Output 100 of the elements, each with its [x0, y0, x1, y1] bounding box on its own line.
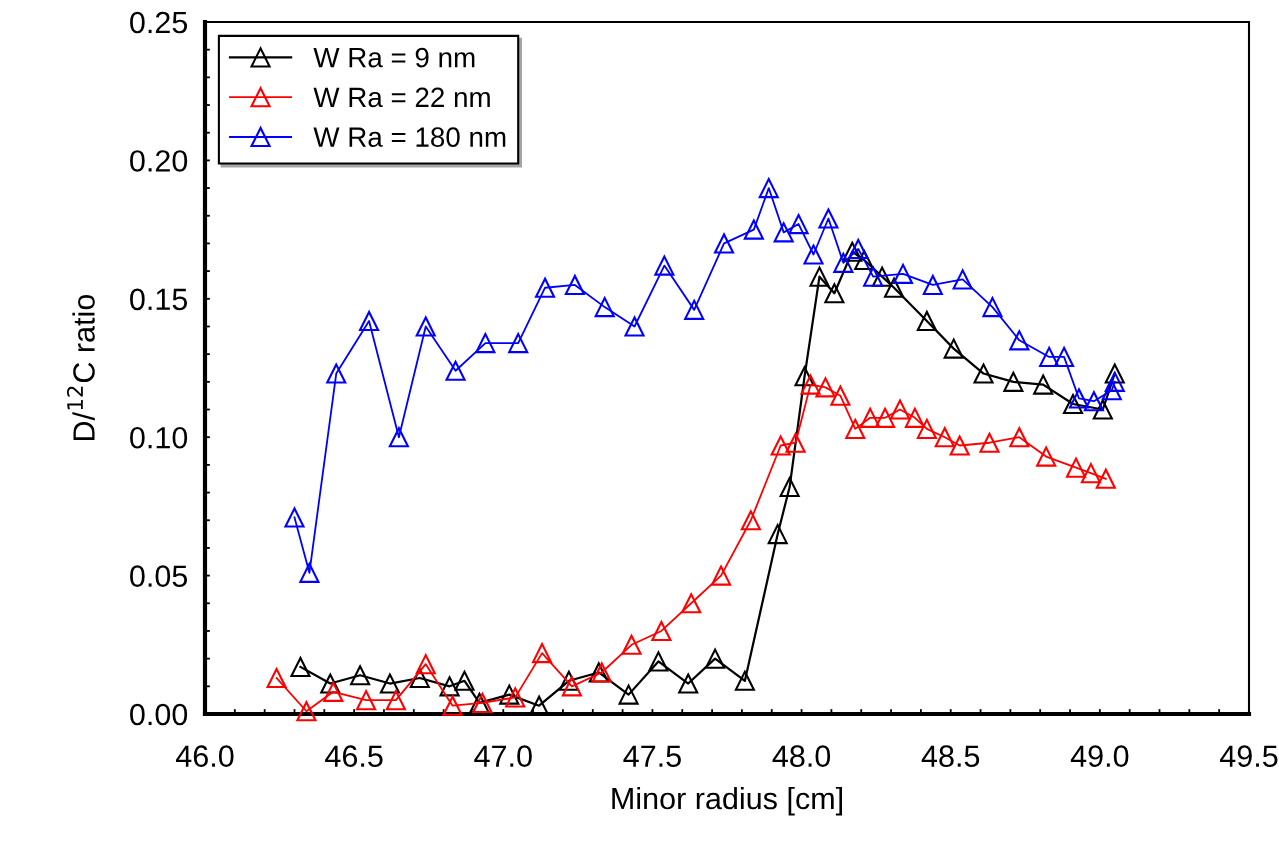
- point: [883, 277, 905, 298]
- point: [767, 524, 788, 545]
- point: [952, 269, 973, 290]
- y-tick-label: 0.15: [130, 288, 188, 311]
- point: [1053, 346, 1075, 367]
- point: [705, 648, 726, 669]
- point: [830, 385, 851, 406]
- point: [1003, 371, 1024, 392]
- point: [1101, 380, 1122, 401]
- point: [505, 687, 526, 708]
- point: [818, 208, 839, 229]
- point: [499, 684, 520, 705]
- point: [770, 435, 791, 456]
- point: [788, 214, 809, 235]
- point: [916, 310, 937, 332]
- point: [824, 283, 845, 304]
- x-tick-label: 49.5: [1219, 745, 1278, 767]
- y-tick-label: 0.10: [130, 426, 188, 449]
- point: [531, 643, 553, 664]
- point: [854, 249, 875, 271]
- point: [290, 656, 311, 678]
- point: [379, 673, 401, 694]
- y-axis-title: D/$^{12}$C ratio: [66, 294, 95, 441]
- point: [320, 673, 341, 694]
- point: [284, 507, 305, 528]
- point: [734, 670, 755, 691]
- point: [621, 634, 642, 655]
- point: [848, 238, 869, 260]
- point: [385, 690, 406, 711]
- point: [979, 432, 1000, 453]
- point: [358, 310, 380, 332]
- x-tick-label: 46.0: [175, 745, 234, 767]
- point: [564, 274, 585, 296]
- point: [875, 407, 896, 428]
- point: [892, 263, 914, 284]
- point: [561, 676, 582, 697]
- point: [618, 684, 639, 705]
- point: [794, 366, 815, 387]
- point: [1092, 399, 1113, 420]
- x-tick-label: 49.0: [1070, 745, 1129, 767]
- point: [710, 565, 732, 586]
- x-tick-label: 48.0: [772, 745, 831, 767]
- point: [1009, 427, 1030, 448]
- point: [949, 435, 970, 456]
- point: [296, 701, 317, 722]
- legend-label: W Ra = 9 nm: [313, 47, 475, 68]
- point: [654, 255, 675, 276]
- point: [973, 363, 994, 384]
- point: [833, 252, 854, 273]
- point: [889, 399, 911, 420]
- point: [323, 681, 344, 702]
- point: [681, 593, 702, 614]
- point: [624, 316, 645, 337]
- point: [803, 244, 824, 265]
- point: [922, 274, 943, 296]
- point: [1065, 457, 1087, 478]
- point: [1033, 374, 1054, 395]
- y-tick-label: 0.05: [130, 565, 188, 587]
- point: [678, 673, 699, 694]
- point: [648, 651, 669, 672]
- point: [1083, 391, 1104, 412]
- point: [904, 407, 925, 428]
- point: [1104, 363, 1125, 384]
- point: [299, 562, 320, 583]
- point: [439, 676, 460, 697]
- point: [266, 667, 287, 689]
- point: [713, 233, 735, 254]
- point: [815, 377, 836, 398]
- point: [842, 241, 863, 262]
- legend-label: W Ra = 180 nm: [313, 127, 506, 147]
- point: [800, 374, 821, 395]
- point: [860, 407, 881, 428]
- point: [475, 333, 496, 354]
- y-tick-label: 0.25: [130, 11, 188, 34]
- point: [415, 654, 436, 675]
- point: [1036, 446, 1057, 467]
- point: [943, 338, 964, 359]
- point: [594, 297, 615, 318]
- point: [872, 266, 893, 287]
- point: [1009, 330, 1030, 351]
- point: [445, 360, 466, 381]
- point: [863, 266, 884, 287]
- y-tick-label: 0.20: [130, 150, 188, 172]
- point: [1062, 393, 1084, 415]
- x-axis-title: Minor radius [cm]: [612, 786, 842, 816]
- point: [758, 178, 779, 199]
- point: [982, 297, 1003, 318]
- point: [651, 620, 672, 642]
- x-tick-label: 48.5: [921, 745, 980, 767]
- legend-label: W Ra = 22 nm: [313, 87, 490, 108]
- point: [1095, 468, 1116, 489]
- point: [916, 418, 937, 439]
- point: [934, 427, 955, 448]
- point: [1104, 371, 1125, 392]
- point: [356, 690, 377, 711]
- point: [1039, 346, 1060, 367]
- point: [740, 510, 761, 531]
- point: [785, 432, 806, 453]
- point: [773, 222, 794, 243]
- point: [809, 266, 830, 287]
